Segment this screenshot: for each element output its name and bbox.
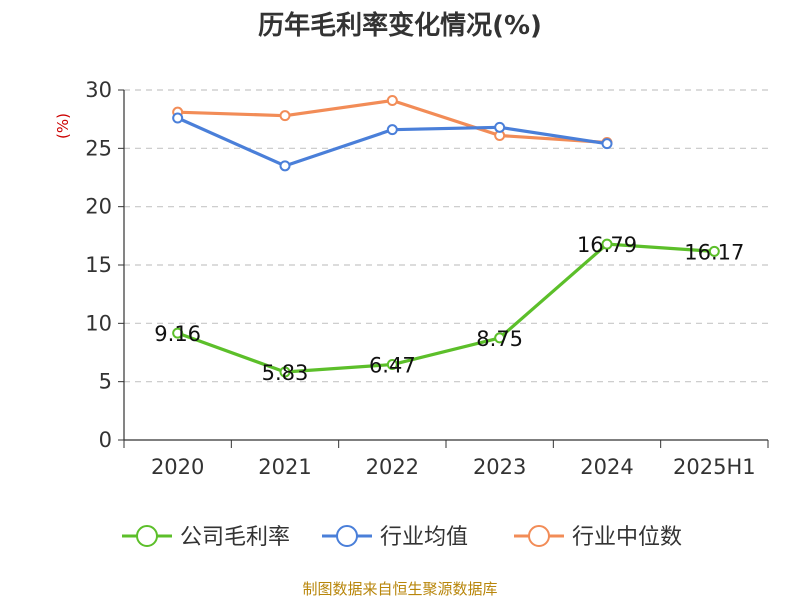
data-label: 16.17 xyxy=(684,240,744,264)
y-tick-label: 30 xyxy=(85,78,112,102)
data-label: 5.83 xyxy=(262,361,309,385)
legend-label: 行业均值 xyxy=(380,525,468,550)
legend: 公司毛利率 行业均值 行业中位数 xyxy=(122,525,682,550)
series-2 xyxy=(172,95,613,148)
data-point xyxy=(279,110,291,122)
y-tick-label: 25 xyxy=(85,136,112,160)
y-axis-label: (%) xyxy=(54,113,72,139)
data-label: 6.47 xyxy=(369,354,416,378)
data-label: 16.79 xyxy=(577,233,637,257)
series-1 xyxy=(172,112,613,172)
legend-marker xyxy=(528,525,550,547)
legend-marker xyxy=(336,525,358,547)
data-point xyxy=(601,138,613,150)
data-point xyxy=(279,366,291,378)
series-0 xyxy=(172,238,720,378)
data-point xyxy=(386,95,398,106)
grid-layer xyxy=(124,89,768,383)
data-point xyxy=(279,160,291,172)
data-point xyxy=(601,238,613,250)
source-note: 制图数据来自恒生聚源数据库 xyxy=(302,580,497,598)
data-point xyxy=(386,359,398,371)
axis-layer: 0 5 10 15 20 25 30 2020 2021 2022 2023 2024 2025H1 xyxy=(85,78,769,479)
chart-title: 历年毛利率变化情况(%) xyxy=(258,10,542,41)
data-label: 9.16 xyxy=(154,322,201,346)
data-point xyxy=(172,327,184,339)
legend-label: 公司毛利率 xyxy=(180,525,290,550)
legend-item-0: 公司毛利率 xyxy=(122,525,290,550)
series-line xyxy=(177,242,715,374)
legend-item-2: 行业中位数 xyxy=(514,525,682,550)
legend-marker xyxy=(136,525,158,547)
y-tick-label: 15 xyxy=(85,253,112,277)
y-tick-label: 20 xyxy=(85,195,112,219)
data-point xyxy=(494,121,506,133)
legend-item-1: 行业均值 xyxy=(322,525,468,550)
y-tick-label: 0 xyxy=(99,428,112,452)
data-label: 8.75 xyxy=(476,327,523,351)
x-tick-label: 2025H1 xyxy=(673,455,756,479)
y-tick-label: 5 xyxy=(99,370,112,394)
x-tick-label: 2024 xyxy=(580,455,633,479)
x-tick-label: 2021 xyxy=(258,455,311,479)
y-tick-label: 10 xyxy=(85,311,112,335)
data-point xyxy=(172,112,184,124)
data-point xyxy=(708,245,720,257)
x-tick-label: 2020 xyxy=(151,455,204,479)
data-point xyxy=(494,332,506,344)
legend-label: 行业中位数 xyxy=(572,525,682,550)
data-label-layer: 9.16 5.83 6.47 8.75 16.79 16.17 xyxy=(154,233,744,385)
series-layer xyxy=(172,95,720,378)
series-line xyxy=(177,98,608,145)
x-tick-label: 2023 xyxy=(473,455,526,479)
data-point xyxy=(386,124,398,136)
x-tick-label: 2022 xyxy=(366,455,419,479)
